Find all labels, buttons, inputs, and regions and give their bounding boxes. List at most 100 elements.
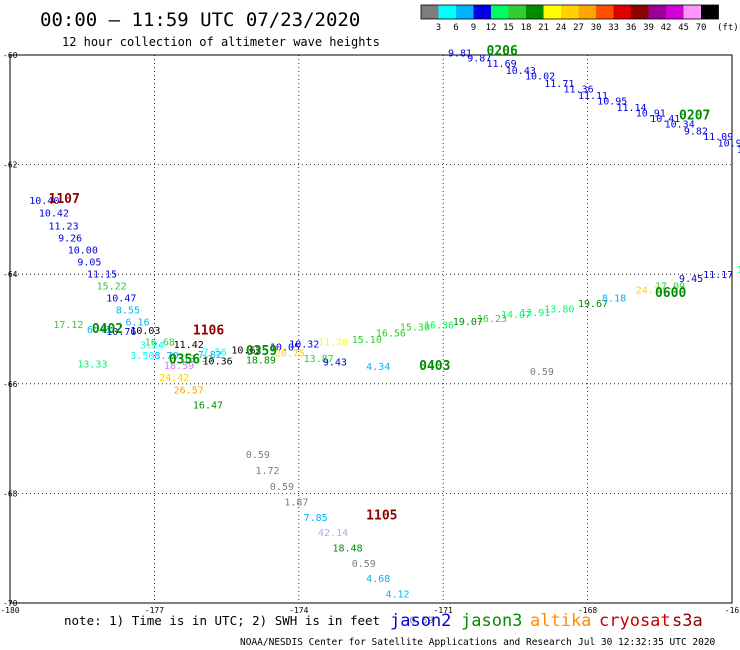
wave-height-label: 10.98 bbox=[718, 139, 740, 150]
x-tick-label: -174 bbox=[289, 606, 308, 615]
legend-altika: altika bbox=[530, 611, 591, 631]
wave-height-label: 10.02 bbox=[525, 72, 555, 83]
x-tick-label: -171 bbox=[434, 606, 453, 615]
color-tick-label: 9 bbox=[471, 23, 476, 33]
color-swatch bbox=[491, 5, 509, 19]
chart-subtitle: 12 hour collection of altimeter wave hei… bbox=[62, 35, 380, 49]
wave-height-label: 15.22 bbox=[97, 282, 127, 293]
color-swatch bbox=[648, 5, 666, 19]
wave-height-label: 9.05 bbox=[77, 257, 101, 268]
color-tick-label: 12 bbox=[486, 23, 497, 33]
wave-height-label: 0.59 bbox=[530, 367, 554, 378]
wave-height-label: 4.68 bbox=[366, 574, 390, 585]
footer-credit: NOAA/NESDIS Center for Satellite Applica… bbox=[240, 637, 572, 648]
wave-height-label: 10.32 bbox=[289, 340, 319, 351]
color-swatch bbox=[561, 5, 579, 19]
color-tick-label: 18 bbox=[521, 23, 532, 33]
wave-height-label: 4.34 bbox=[366, 362, 390, 373]
wave-height-label: 10.03 bbox=[130, 326, 160, 337]
color-swatch bbox=[543, 5, 561, 19]
color-tick-label: 36 bbox=[626, 23, 637, 33]
y-tick-label: -70 bbox=[3, 599, 18, 608]
wave-height-label: 9.43 bbox=[323, 358, 347, 369]
wave-height-label: 10.00 bbox=[68, 245, 98, 256]
wave-height-label: 9.82 bbox=[684, 126, 708, 137]
color-tick-label: 15 bbox=[503, 23, 514, 33]
wave-height-label: 10.76 bbox=[106, 327, 136, 338]
wave-height-label: 10.41 bbox=[650, 114, 680, 125]
wave-height-label: 11.36 bbox=[564, 84, 594, 95]
wave-height-label: 11.23 bbox=[49, 221, 79, 232]
wave-height-label: 16.68 bbox=[145, 337, 175, 348]
wave-height-label: 13.81 bbox=[737, 265, 740, 276]
pass-time-label: 0403 bbox=[419, 359, 450, 374]
color-swatch bbox=[631, 5, 649, 19]
wave-height-label: 7.56 bbox=[203, 347, 227, 358]
wave-height-label: 7.82 bbox=[198, 350, 222, 361]
color-swatch bbox=[456, 5, 474, 19]
wave-height-label: 11.42 bbox=[174, 340, 204, 351]
wave-height-label: 10.47 bbox=[106, 294, 136, 305]
x-tick-label: -180 bbox=[0, 606, 19, 615]
satellite-legend: jason2 jason3 altika cryosat s3a bbox=[390, 611, 703, 631]
wave-height-label: 10.91 bbox=[636, 108, 666, 119]
color-tick-label: 30 bbox=[591, 23, 602, 33]
wave-height-label: 11.09 bbox=[703, 132, 733, 143]
wave-height-label: 10.05 bbox=[270, 342, 300, 353]
x-tick-label: -177 bbox=[145, 606, 164, 615]
color-swatch bbox=[683, 5, 701, 19]
wave-height-label: 7.85 bbox=[304, 513, 328, 524]
wave-height-label: 9.81 bbox=[448, 49, 472, 60]
wave-height-label: 18.48 bbox=[332, 543, 362, 554]
wave-height-label: 16.36 bbox=[424, 320, 454, 331]
pass-time-label: 1105 bbox=[366, 509, 397, 524]
wave-height-label: 11.14 bbox=[616, 103, 646, 114]
color-swatch bbox=[421, 5, 439, 19]
wave-height-label: 0.59 bbox=[270, 482, 294, 493]
footer-timestamp: Jul 30 12:32:35 UTC 2020 bbox=[578, 637, 716, 648]
color-tick-label: 42 bbox=[661, 23, 672, 33]
y-tick-label: -60 bbox=[3, 51, 18, 60]
pass-time-label: 0206 bbox=[487, 44, 518, 59]
pass-time-label: 1106 bbox=[193, 323, 224, 338]
y-tick-label: -68 bbox=[3, 489, 18, 498]
map-grid bbox=[10, 55, 732, 603]
color-tick-label: 27 bbox=[573, 23, 584, 33]
wave-height-label: 1.72 bbox=[255, 466, 279, 477]
wave-height-label: 13.33 bbox=[183, 354, 213, 365]
color-tick-label: 70 bbox=[696, 23, 707, 33]
chart-title: 00:00 – 11:59 UTC 07/23/2020 bbox=[40, 9, 360, 31]
wave-height-label: 19.07 bbox=[453, 317, 483, 328]
legend-jason3: jason3 bbox=[461, 611, 522, 631]
wave-height-label: 9.45 bbox=[679, 274, 703, 285]
wave-height-label: 10.36 bbox=[203, 357, 233, 368]
pass-time-label: 0207 bbox=[679, 109, 710, 124]
wave-height-label: 16.23 bbox=[477, 314, 507, 325]
wave-height-label: 9.26 bbox=[58, 233, 82, 244]
color-swatch bbox=[526, 5, 544, 19]
color-swatch bbox=[613, 5, 631, 19]
wave-height-label: 18.89 bbox=[246, 356, 276, 367]
y-tick-label: -64 bbox=[3, 270, 18, 279]
wave-height-label: 14.07 bbox=[501, 310, 531, 321]
x-tick-label: -168 bbox=[578, 606, 597, 615]
wave-height-label: 26.57 bbox=[174, 386, 204, 397]
y-tick-label: -66 bbox=[3, 380, 18, 389]
color-tick-label: 39 bbox=[643, 23, 654, 33]
wave-height-label: 15.10 bbox=[352, 335, 382, 346]
color-tick-label: 45 bbox=[678, 23, 689, 33]
wave-height-label: 42.14 bbox=[318, 528, 348, 539]
wave-height-label: 3.50 bbox=[130, 351, 154, 362]
color-swatch bbox=[701, 5, 719, 19]
axis-tick-labels: -180 -177 -174 -171 -168 -16 -60 -62 -64 -66 -68 -7… bbox=[0, 51, 739, 615]
wave-height-label: 3.24 bbox=[140, 341, 164, 352]
wave-height-label: 0.59 bbox=[352, 559, 376, 570]
pass-time-label: 1107 bbox=[49, 192, 80, 207]
color-swatch bbox=[596, 5, 614, 19]
wave-height-label: 24.7 bbox=[636, 285, 660, 296]
wave-height-label: 13.91 bbox=[520, 308, 550, 319]
wave-height-label: 4.12 bbox=[385, 590, 409, 601]
plot-frame bbox=[9, 54, 733, 604]
color-scale-bar: 3 6 9 12 15 18 21 24 27 30 33 36 39 42 45 70 bbox=[420, 4, 719, 33]
